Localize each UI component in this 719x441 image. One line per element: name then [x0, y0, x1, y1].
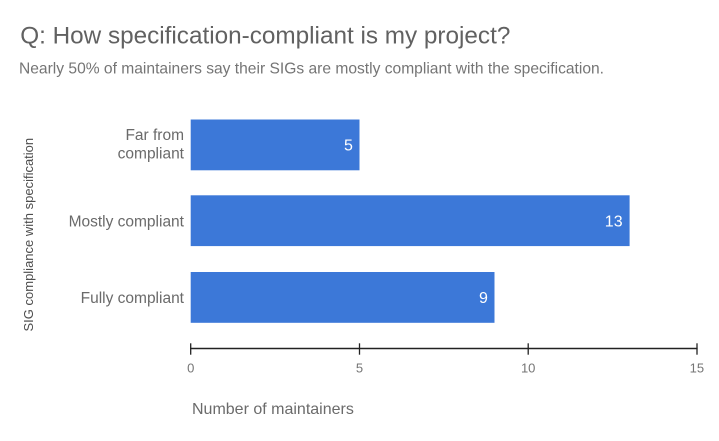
svg-text:15: 15 [690, 361, 704, 376]
svg-text:Fully compliant: Fully compliant [81, 290, 185, 307]
svg-text:Number of maintainers: Number of maintainers [192, 401, 354, 418]
svg-text:10: 10 [521, 361, 535, 376]
svg-text:13: 13 [605, 213, 623, 230]
svg-text:5: 5 [356, 361, 363, 376]
svg-text:Q: How specification-compliant: Q: How specification-compliant is my pro… [20, 23, 510, 50]
svg-text:9: 9 [479, 290, 488, 307]
svg-text:5: 5 [344, 138, 353, 155]
svg-text:SIG compliance with specificat: SIG compliance with specification [21, 138, 36, 332]
svg-text:Far from: Far from [125, 127, 184, 144]
svg-text:Nearly 50% of maintainers say: Nearly 50% of maintainers say their SIGs… [19, 61, 604, 78]
svg-text:0: 0 [187, 361, 194, 376]
svg-text:Mostly compliant: Mostly compliant [69, 214, 185, 231]
svg-text:compliant: compliant [118, 145, 185, 162]
